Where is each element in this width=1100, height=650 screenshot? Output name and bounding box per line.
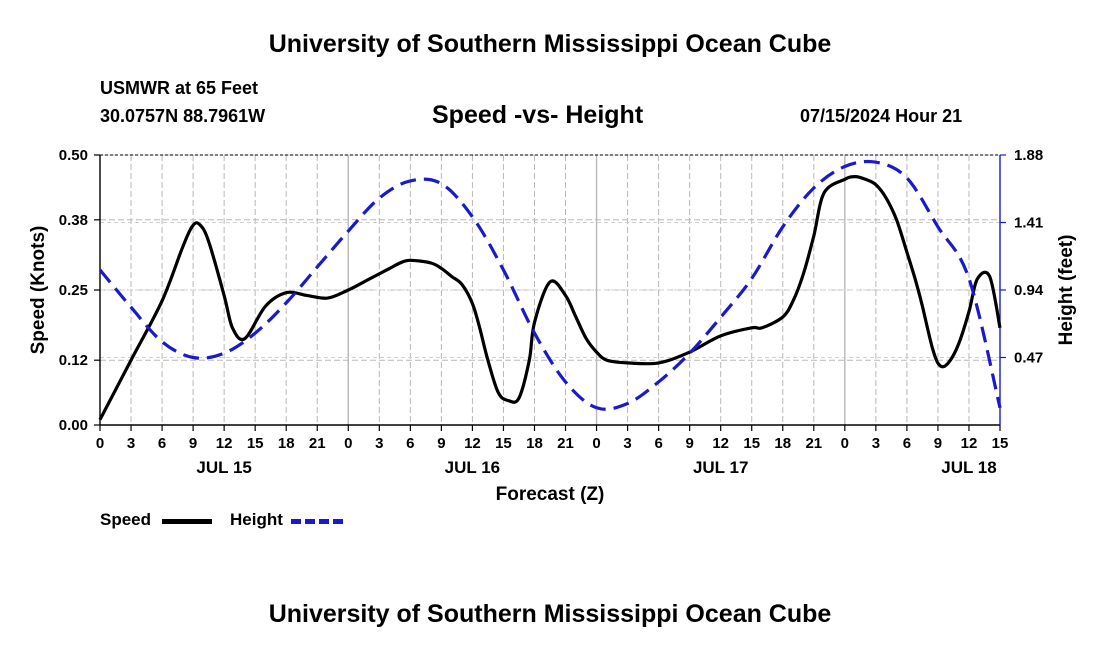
y2-tick-label: 0.47	[1014, 350, 1043, 367]
x-tick-label: 6	[406, 435, 414, 452]
y2-tick-label: 0.94	[1014, 282, 1044, 299]
timestamp-label: 07/15/2024 Hour 21	[800, 106, 963, 126]
x-tick-label: 9	[189, 435, 197, 452]
y-tick-label: 0.50	[59, 147, 88, 164]
date-label: JUL 15	[196, 458, 251, 477]
x-tick-label: 12	[961, 435, 978, 452]
x-tick-label: 15	[743, 435, 760, 452]
x-tick-label: 12	[712, 435, 729, 452]
legend-speed-label: Speed	[100, 510, 152, 529]
x-axis-title: Forecast (Z)	[496, 484, 605, 505]
page-title-bottom: University of Southern Mississippi Ocean…	[268, 600, 832, 628]
x-tick-label: 0	[344, 435, 352, 452]
x-tick-label: 21	[805, 435, 822, 452]
x-tick-label: 9	[437, 435, 445, 452]
x-tick-label: 18	[774, 435, 791, 452]
y-axis-title: Speed (Knots)	[28, 226, 49, 355]
date-label: JUL 18	[941, 458, 996, 477]
x-tick-label: 6	[654, 435, 662, 452]
x-tick-label: 12	[464, 435, 481, 452]
x-tick-label: 0	[96, 435, 104, 452]
x-tick-label: 12	[216, 435, 233, 452]
y-tick-label: 0.25	[59, 282, 88, 299]
x-tick-label: 3	[623, 435, 631, 452]
x-tick-label: 0	[592, 435, 600, 452]
page-title-top: University of Southern Mississippi Ocean…	[268, 30, 832, 58]
x-tick-label: 18	[278, 435, 295, 452]
x-tick-label: 21	[557, 435, 574, 452]
legend-height-swatch	[291, 519, 343, 524]
y2-tick-label: 1.88	[1014, 147, 1043, 164]
height-series-line	[98, 159, 1002, 411]
x-tick-label: 6	[903, 435, 911, 452]
date-label: JUL 17	[693, 458, 748, 477]
x-tick-label: 18	[526, 435, 543, 452]
location-label: 30.0757N 88.7961W	[100, 106, 266, 126]
speed-series-line	[98, 175, 1002, 421]
station-label: USMWR at 65 Feet	[100, 78, 259, 98]
y-tick-label: 0.38	[59, 212, 88, 229]
x-tick-label: 6	[158, 435, 166, 452]
x-tick-label: 0	[841, 435, 849, 452]
date-label: JUL 16	[445, 458, 500, 477]
x-tick-label: 3	[872, 435, 880, 452]
x-tick-label: 15	[495, 435, 512, 452]
y-tick-label: 0.00	[59, 417, 88, 434]
x-tick-label: 15	[992, 435, 1009, 452]
legend-height-label: Height	[230, 510, 283, 529]
x-tick-label: 9	[685, 435, 693, 452]
x-tick-label: 3	[127, 435, 135, 452]
y-tick-label: 0.12	[59, 352, 88, 369]
x-tick-label: 15	[247, 435, 264, 452]
chart-subtitle: Speed -vs- Height	[432, 101, 644, 129]
y2-tick-label: 1.41	[1014, 215, 1043, 232]
x-tick-label: 3	[375, 435, 383, 452]
x-tick-label: 9	[934, 435, 942, 452]
y2-axis-title: Height (feet)	[1056, 235, 1077, 346]
legend-speed-swatch	[162, 519, 212, 524]
x-tick-label: 21	[309, 435, 326, 452]
